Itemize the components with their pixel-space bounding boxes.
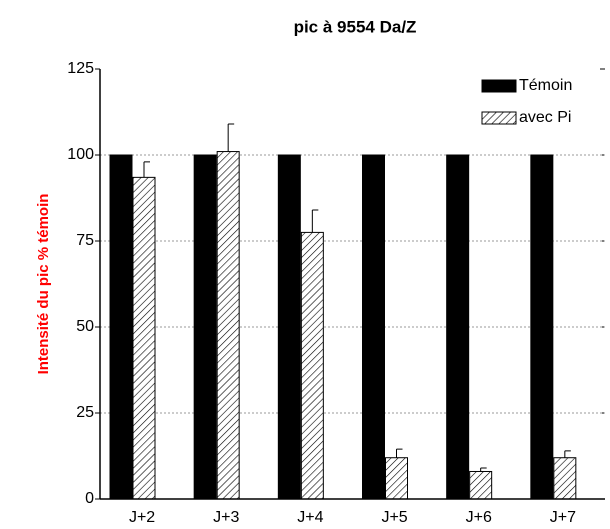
bar <box>530 154 554 500</box>
chart-title: pic à 9554 Da/Z <box>294 17 417 36</box>
x-tick-label: J+4 <box>297 509 323 526</box>
y-tick-label: 50 <box>76 318 94 335</box>
legend-label: Témoin <box>519 77 572 94</box>
bar <box>193 154 217 500</box>
bar <box>362 154 385 500</box>
error-bar <box>396 448 403 458</box>
legend-swatch <box>481 79 517 93</box>
bar <box>109 154 133 500</box>
x-tick-label: J+5 <box>381 509 407 526</box>
y-tick-label: 75 <box>76 232 94 249</box>
bar <box>469 470 493 500</box>
bar <box>385 457 408 500</box>
bar <box>216 151 240 500</box>
bar <box>132 176 156 500</box>
error-bar <box>311 209 319 233</box>
x-tick-label: J+6 <box>466 509 492 526</box>
error-bar <box>143 161 150 178</box>
bar <box>553 457 577 500</box>
error-bar <box>227 123 235 152</box>
legend-swatch <box>481 111 517 125</box>
legend-label: avec Pi <box>519 109 571 126</box>
y-tick-label: 100 <box>67 146 94 163</box>
x-tick-label: J+3 <box>213 509 239 526</box>
bar <box>300 231 324 500</box>
y-tick-label: 0 <box>85 490 94 507</box>
y-axis-label: Intensité du pic % témoin <box>35 194 52 375</box>
y-tick-label: 25 <box>76 404 94 421</box>
bar <box>446 154 470 500</box>
error-bar <box>480 467 487 472</box>
x-tick-label: J+7 <box>550 509 576 526</box>
bar <box>277 154 301 500</box>
error-bar <box>564 450 571 458</box>
y-tick-label: 125 <box>67 60 94 77</box>
x-tick-label: J+2 <box>129 509 155 526</box>
